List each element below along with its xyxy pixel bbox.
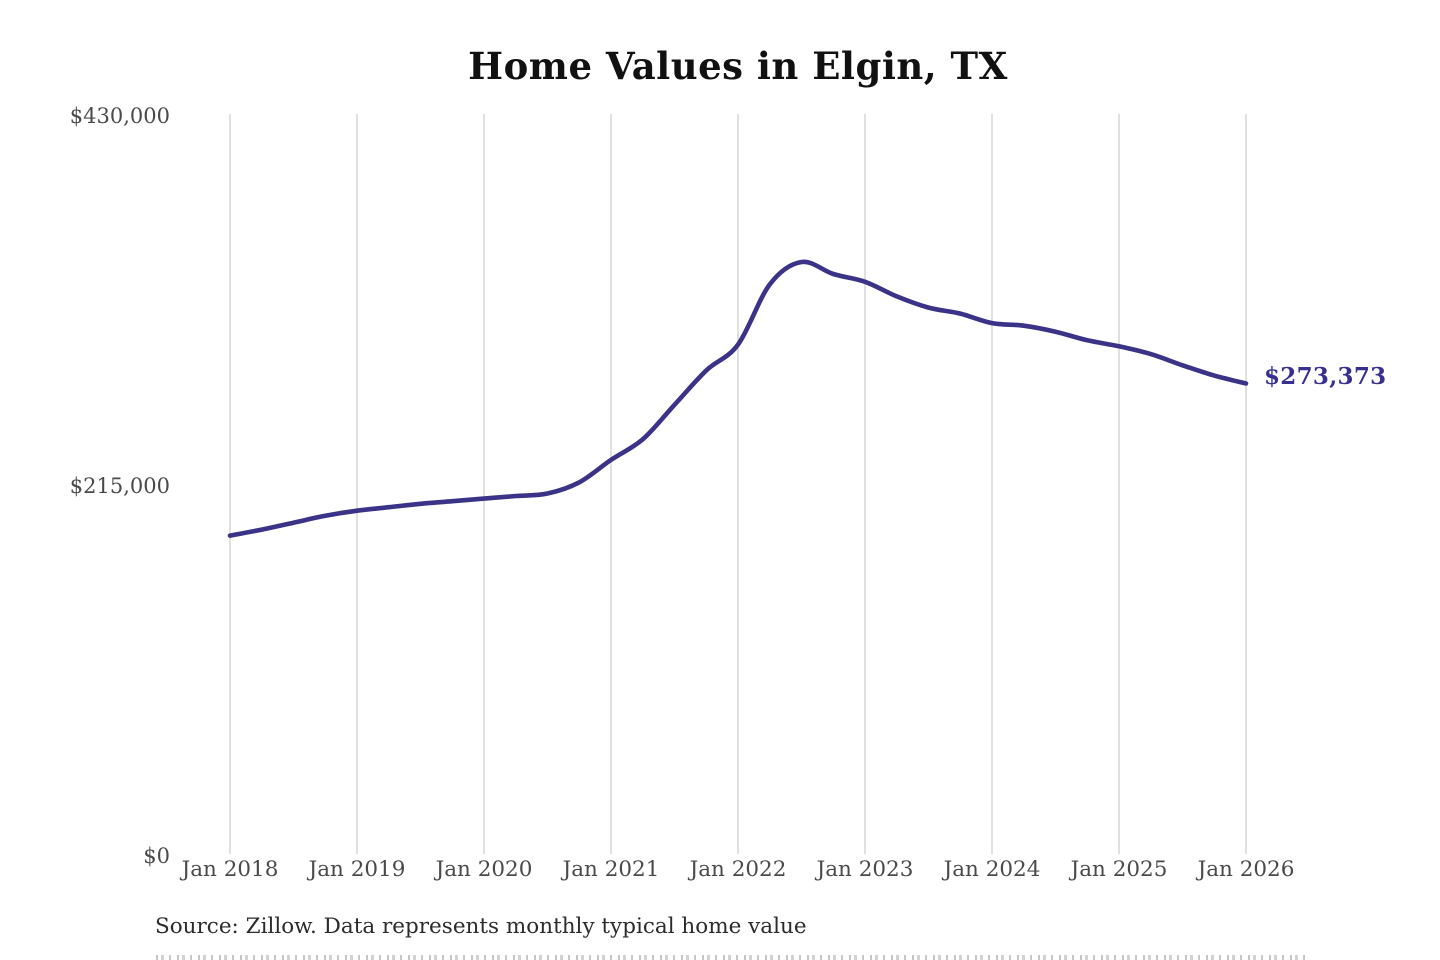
- x-axis-label-jan-2025: Jan 2025: [1070, 857, 1168, 882]
- x-axis-label-jan-2021: Jan 2021: [562, 857, 660, 882]
- x-axis-label-jan-2020: Jan 2020: [435, 857, 533, 882]
- x-axis-label-jan-2023: Jan 2023: [816, 857, 914, 882]
- y-axis-label-0: $0: [143, 844, 170, 868]
- vertical-gridlines: [229, 114, 1247, 854]
- y-axis-label-215000: $215,000: [69, 474, 170, 498]
- x-axis-label-jan-2019: Jan 2019: [308, 857, 406, 882]
- home-value-line: [227, 259, 1249, 538]
- x-axis-label-jan-2024: Jan 2024: [943, 857, 1041, 882]
- y-axis-label-430000: $430,000: [69, 104, 170, 128]
- x-axis-label-jan-2018: Jan 2018: [181, 857, 279, 882]
- source-note: Source: Zillow. Data represents monthly …: [155, 914, 807, 939]
- chart-title: Home Values in Elgin, TX: [468, 44, 1008, 88]
- latest-value-label: $273,373: [1264, 363, 1387, 390]
- x-axis-label-jan-2026: Jan 2026: [1197, 857, 1295, 882]
- clipped-text-remnant: [156, 955, 1306, 960]
- x-axis-label-jan-2022: Jan 2022: [689, 857, 787, 882]
